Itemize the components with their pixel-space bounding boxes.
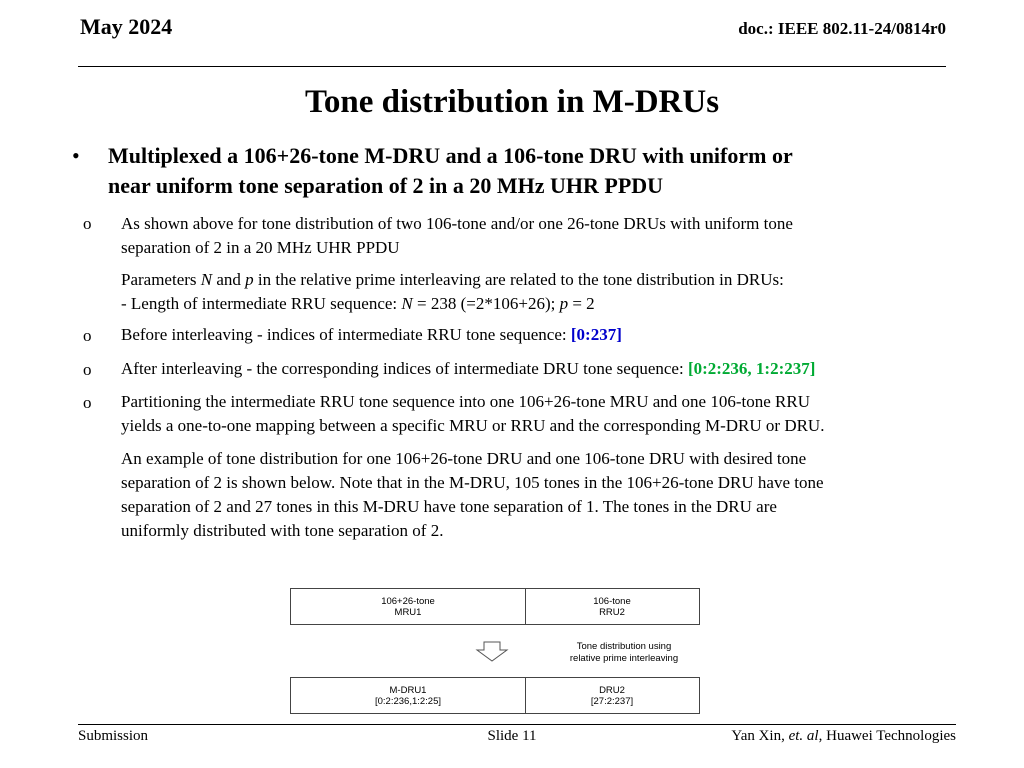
footer-author: Yan Xin, et. al, Huawei Technologies <box>731 728 956 744</box>
header-doc-id: doc.: IEEE 802.11-24/0814r0 <box>738 19 946 38</box>
main-bullet-marker: • <box>72 143 80 168</box>
header-date: May 2024 <box>80 14 173 39</box>
rru-index-range: [0:237] <box>570 325 622 344</box>
sub-bullet-3: After interleaving - the corresponding i… <box>121 359 816 378</box>
interleaving-label: Tone distribution using relative prime i… <box>549 641 699 665</box>
sub-bullet-marker: o <box>83 326 92 345</box>
sub-bullet-1-line-1: As shown above for tone distribution of … <box>121 214 793 233</box>
sub-bullet-1: As shown above for tone distribution of … <box>121 212 1001 260</box>
main-bullet-text: Multiplexed a 106+26-tone M-DRU and a 10… <box>108 141 968 201</box>
rru2-cell: 106-tone RRU2 <box>593 595 631 618</box>
sub-bullet-4-line-2: yields a one-to-one mapping between a sp… <box>121 416 825 435</box>
mru1-cell: 106+26-tone MRU1 <box>291 589 526 624</box>
example-paragraph: An example of tone distribution for one … <box>121 447 1001 543</box>
footer-slide-number: Slide 11 <box>487 728 537 744</box>
dru-index-range: [0:2:236, 1:2:237] <box>687 359 816 378</box>
parameters-paragraph: Parameters N and p in the relative prime… <box>121 268 1001 316</box>
sub-bullet-1-line-2: separation of 2 in a 20 MHz UHR PPDU <box>121 238 400 257</box>
parameters-line-1: Parameters N and p in the relative prime… <box>121 270 784 289</box>
footer-divider <box>78 724 956 725</box>
parameters-line-2: - Length of intermediate RRU sequence: N… <box>121 294 595 313</box>
footer-submission: Submission <box>78 728 149 744</box>
sub-bullet-marker: o <box>83 214 92 233</box>
interleaving-label-line-2: relative prime interleaving <box>569 653 679 664</box>
sub-bullet-marker: o <box>83 393 92 412</box>
example-line-3: separation of 2 and 27 tones in this M-D… <box>121 497 777 516</box>
dru2-cell: DRU2 [27:2:237] <box>590 684 634 707</box>
slide-title: Tone distribution in M-DRUs <box>304 84 720 120</box>
example-line-1: An example of tone distribution for one … <box>121 449 807 468</box>
mdru-dru-row: M-DRU1 [0:2:236,1:2:25] DRU2 [27:2:237] <box>290 677 700 714</box>
sub-bullet-4: Partitioning the intermediate RRU tone s… <box>121 390 1001 438</box>
example-line-2: separation of 2 is shown below. Note tha… <box>121 473 824 492</box>
main-bullet-line-2: near uniform tone separation of 2 in a 2… <box>108 173 664 198</box>
header-divider <box>78 66 946 67</box>
example-line-4: uniformly distributed with tone separati… <box>121 521 444 540</box>
sub-bullet-4-line-1: Partitioning the intermediate RRU tone s… <box>121 392 810 411</box>
main-bullet-line-1: Multiplexed a 106+26-tone M-DRU and a 10… <box>108 143 793 168</box>
down-arrow-icon <box>475 641 509 662</box>
mru-rru-row: 106+26-tone MRU1 106-tone RRU2 <box>290 588 700 625</box>
mdru1-cell: M-DRU1 [0:2:236,1:2:25] <box>291 678 526 713</box>
sub-bullet-2: Before interleaving - indices of interme… <box>121 325 622 344</box>
interleaving-label-line-1: Tone distribution using <box>576 641 672 652</box>
sub-bullet-marker: o <box>83 360 92 379</box>
